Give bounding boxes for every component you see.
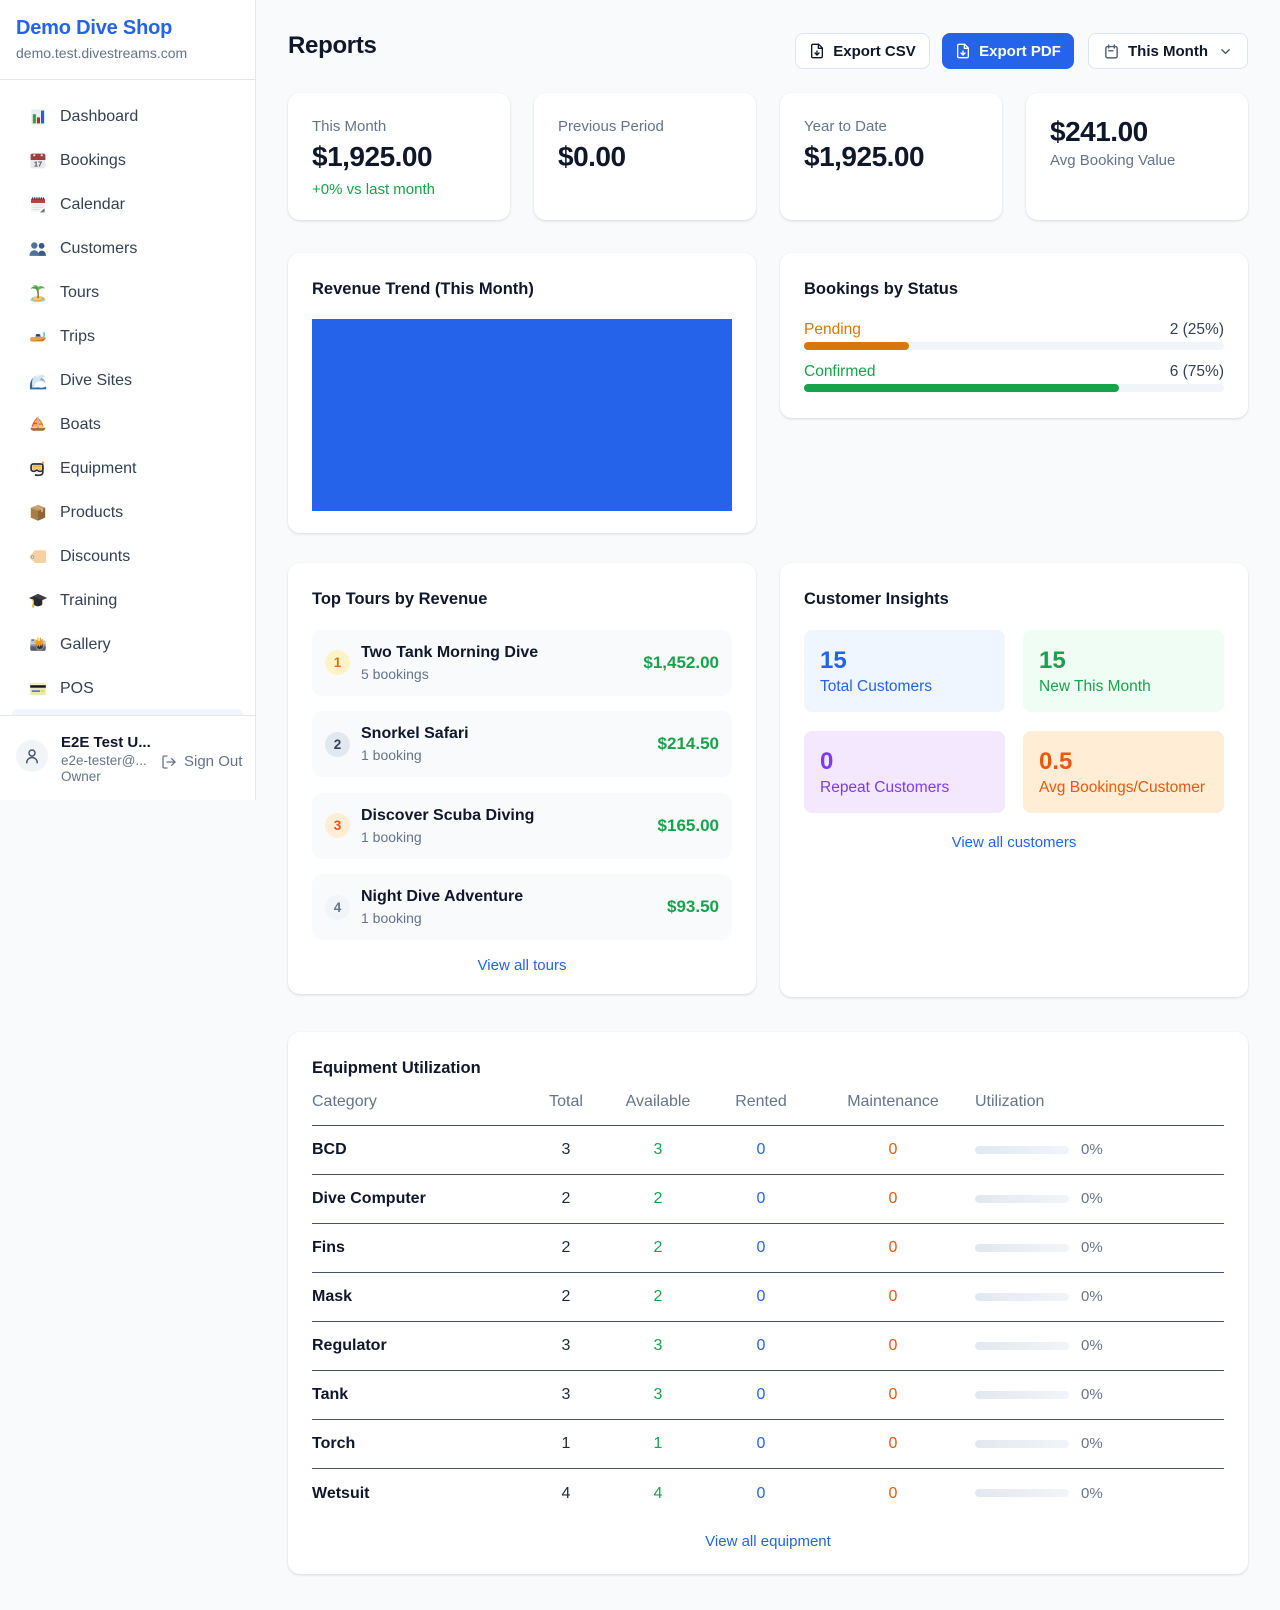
svg-text:17: 17: [34, 159, 42, 168]
